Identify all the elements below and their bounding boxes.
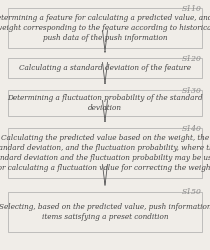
Text: Selecting, based on the predicted value, push information
items satisfying a pre: Selecting, based on the predicted value,… (0, 203, 210, 221)
Text: Calculating a standard deviation of the feature: Calculating a standard deviation of the … (19, 64, 191, 72)
Text: S110: S110 (182, 5, 202, 13)
Bar (8, 58, 202, 78)
Text: S150: S150 (182, 188, 202, 196)
Text: S120: S120 (182, 55, 202, 63)
Bar (8, 90, 202, 116)
Text: Determining a fluctuation probability of the standard
deviation: Determining a fluctuation probability of… (7, 94, 203, 112)
Bar (8, 192, 202, 232)
Text: S140: S140 (182, 125, 202, 133)
Bar (8, 128, 202, 178)
Bar (8, 8, 202, 48)
Text: Determining a feature for calculating a predicted value, and a
weight correspond: Determining a feature for calculating a … (0, 14, 210, 42)
Text: S130: S130 (182, 87, 202, 95)
Text: Calculating the predicted value based on the weight, the
standard deviation, and: Calculating the predicted value based on… (0, 134, 210, 172)
